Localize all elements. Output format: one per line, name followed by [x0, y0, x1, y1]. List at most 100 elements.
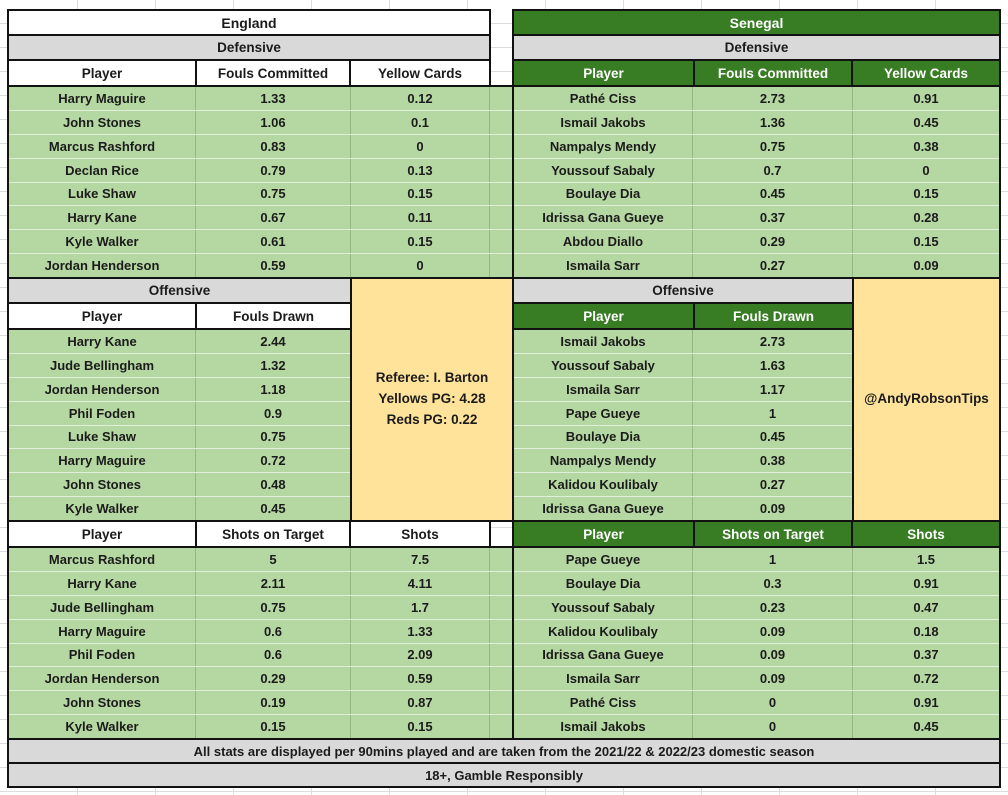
player-name: Kyle Walker: [9, 497, 196, 520]
column-header-player: Player: [514, 61, 695, 85]
england-offensive-table: Harry Kane 2.44 Jude Bellingham 1.32 Jor…: [7, 328, 352, 522]
england-shots-table: Marcus Rashford 5 7.5 Harry Kane 2.11 4.…: [7, 546, 514, 740]
stat-value: 0.91: [913, 695, 939, 711]
stat-value: 0.79: [196, 158, 351, 182]
england-offensive-label: Offensive: [7, 277, 352, 304]
player-name: Harry Kane: [9, 330, 196, 353]
stat-value: 0.15: [351, 230, 490, 254]
player-name: Ismail Jakobs: [514, 330, 693, 353]
stat-value: 0: [351, 134, 490, 158]
table-row: Jude Bellingham 0.75 1.7: [9, 595, 514, 620]
player-name: Jude Bellingham: [9, 353, 196, 377]
player-name: Harry Kane: [9, 206, 196, 230]
stat-value: 0.48: [260, 477, 286, 493]
stat-value: 0.15: [913, 234, 939, 250]
table-row: Declan Rice 0.79 0.13: [9, 158, 514, 183]
stat-value: 1.33: [351, 619, 490, 643]
team-name: Senegal: [729, 14, 784, 31]
table-row: Ismaila Sarr 0.27 0.09: [514, 254, 999, 277]
table-row: Harry Kane 2.44: [9, 330, 350, 354]
stat-value: 0.7: [693, 158, 853, 182]
stat-value: 0.45: [260, 501, 286, 517]
player-name: Marcus Rashford: [9, 134, 196, 158]
player-name: Ismaila Sarr: [514, 377, 693, 401]
stat-value: 0.6: [196, 643, 351, 667]
player-name: Luke Shaw: [9, 425, 196, 449]
player-name: Youssouf Sabaly: [514, 158, 693, 182]
stat-value: 0.45: [693, 182, 853, 206]
table-row: Pape Gueye 1: [514, 401, 852, 426]
table-row: Ismaila Sarr 0.09 0.72: [514, 667, 999, 692]
table-row: Pape Gueye 1 1.5: [514, 548, 999, 572]
table-row: Jude Bellingham 1.32: [9, 353, 350, 378]
table-row: Idrissa Gana Gueye 0.09 0.37: [514, 643, 999, 668]
referee-yellows-per-game: Yellows PG: 4.28: [378, 391, 486, 407]
stat-value: 1.17: [759, 381, 786, 397]
referee-info-box: Referee: I. Barton Yellows PG: 4.28 Reds…: [350, 277, 514, 522]
player-name: Nampalys Mendy: [514, 134, 693, 158]
spacer-cell: [490, 548, 514, 571]
stat-value: 0.29: [196, 667, 351, 691]
table-row: Nampalys Mendy 0.38: [514, 449, 852, 474]
stat-value: 0.09: [759, 501, 786, 517]
player-name: Youssouf Sabaly: [514, 595, 693, 619]
player-name: Abdou Diallo: [514, 230, 693, 254]
stat-value: 0: [351, 254, 490, 277]
table-row: Abdou Diallo 0.29 0.15: [514, 230, 999, 255]
table-row: Ismaila Sarr 1.17: [514, 377, 852, 402]
stat-value: 1.63: [759, 357, 786, 373]
player-name: Jude Bellingham: [9, 595, 196, 619]
table-row: Jordan Henderson 0.29 0.59: [9, 667, 514, 692]
spacer-cell: [490, 135, 514, 158]
stat-value: 0: [693, 715, 853, 738]
column-header-yellow-cards: Yellow Cards: [377, 65, 463, 81]
england-defensive-table: Harry Maguire 1.33 0.12 John Stones 1.06…: [7, 85, 514, 279]
stat-value: 1.33: [196, 87, 351, 110]
spacer-cell: [490, 644, 514, 667]
column-header-player: Player: [9, 61, 197, 85]
player-name: Pape Gueye: [514, 401, 693, 425]
table-row: Kyle Walker 0.45: [9, 497, 350, 520]
stat-value: 1: [768, 405, 777, 421]
stat-value: 0.27: [693, 254, 853, 277]
stat-value: 0.72: [260, 453, 286, 469]
stat-value: 0.15: [913, 186, 939, 202]
player-name: Kalidou Koulibaly: [514, 473, 693, 497]
stat-value: 0.15: [351, 182, 490, 206]
table-row: Kalidou Koulibaly 0.27: [514, 473, 852, 498]
spacer-cell: [490, 691, 514, 714]
spacer-cell: [490, 254, 514, 277]
player-name: Kalidou Koulibaly: [514, 619, 693, 643]
table-row: Harry Maguire 1.33 0.12: [9, 87, 514, 111]
stat-value: 0.9: [263, 405, 283, 421]
player-name: Boulaye Dia: [514, 571, 693, 595]
stat-value: 0.37: [693, 206, 853, 230]
stat-value: 0.27: [759, 477, 786, 493]
senegal-defensive-label: Defensive: [512, 34, 1001, 61]
footnote-stats: All stats are displayed per 90mins playe…: [7, 738, 1001, 764]
referee-name: Referee: I. Barton: [375, 370, 489, 386]
table-row: Idrissa Gana Gueye 0.37 0.28: [514, 206, 999, 231]
stat-value: 0.75: [196, 182, 351, 206]
referee-reds-per-game: Reds PG: 0.22: [386, 411, 478, 427]
player-name: Jordan Henderson: [9, 667, 196, 691]
table-row: Harry Kane 0.67 0.11: [9, 206, 514, 231]
table-row: Phil Foden 0.6 2.09: [9, 643, 514, 668]
stat-value: 0.87: [351, 691, 490, 715]
player-name: Harry Maguire: [9, 619, 196, 643]
table-row: Kyle Walker 0.61 0.15: [9, 230, 514, 255]
table-row: Phil Foden 0.9: [9, 401, 350, 426]
stat-value: 0.09: [693, 643, 853, 667]
stat-value: 0.75: [260, 429, 286, 445]
stat-value: 4.11: [351, 571, 490, 595]
player-name: Youssouf Sabaly: [514, 353, 693, 377]
stat-value: 0.12: [351, 87, 490, 110]
stat-value: 0.75: [693, 134, 853, 158]
stat-value: 0.72: [913, 671, 939, 687]
stat-value: 0.45: [913, 719, 939, 735]
table-row: Marcus Rashford 0.83 0: [9, 134, 514, 159]
stat-value: 0.6: [196, 619, 351, 643]
section-label: Defensive: [217, 40, 281, 55]
player-name: Idrissa Gana Gueye: [514, 206, 693, 230]
